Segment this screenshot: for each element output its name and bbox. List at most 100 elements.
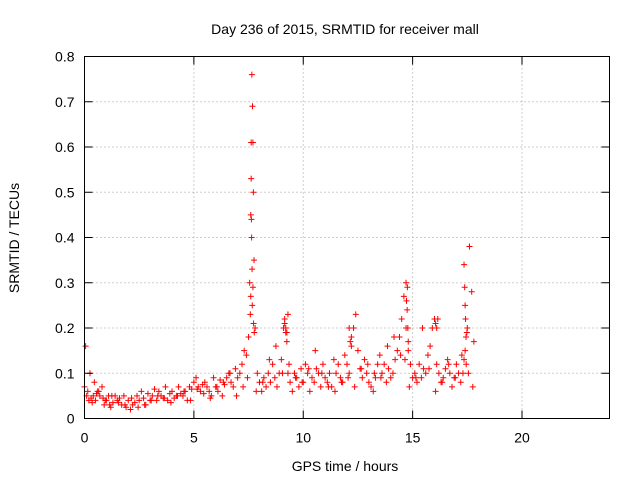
data-point — [359, 374, 366, 381]
data-point — [278, 356, 285, 363]
data-point — [461, 261, 468, 268]
data-point — [358, 365, 365, 372]
data-point — [187, 397, 194, 404]
data-point — [461, 284, 468, 291]
data-point — [457, 379, 464, 386]
data-point — [322, 374, 329, 381]
data-point — [193, 374, 200, 381]
data-point — [248, 234, 255, 241]
data-point — [432, 320, 439, 327]
data-point — [82, 343, 89, 350]
data-point — [365, 379, 372, 386]
data-point — [102, 397, 109, 404]
data-point — [446, 370, 453, 377]
data-point — [346, 325, 353, 331]
data-point — [338, 379, 345, 386]
data-point — [465, 370, 472, 377]
data-point — [161, 395, 168, 402]
data-point — [383, 379, 390, 386]
data-point — [347, 338, 354, 345]
data-points — [81, 71, 477, 413]
data-point — [403, 297, 410, 304]
data-point — [364, 361, 371, 368]
data-point — [434, 315, 441, 322]
data-point — [459, 370, 466, 377]
data-point — [263, 383, 270, 390]
data-point — [387, 374, 394, 381]
data-point — [394, 347, 401, 354]
data-point — [397, 352, 404, 359]
data-point — [248, 216, 255, 223]
data-point — [241, 347, 248, 354]
data-point — [426, 365, 433, 372]
data-point — [134, 392, 140, 399]
data-point — [260, 374, 267, 381]
data-point — [219, 392, 226, 399]
data-point — [345, 374, 352, 381]
data-point — [391, 334, 398, 341]
data-point — [207, 395, 214, 402]
data-point — [226, 370, 233, 377]
data-point — [462, 315, 469, 322]
data-point — [234, 374, 241, 381]
data-point — [363, 370, 370, 377]
data-point — [164, 397, 171, 404]
y-tick-label: 0.5 — [55, 184, 75, 200]
data-point — [311, 379, 318, 386]
data-point — [351, 383, 358, 390]
data-point — [125, 397, 132, 404]
y-tick-label: 0.3 — [55, 275, 75, 291]
y-tick-label: 0.4 — [55, 230, 75, 246]
x-tick-label: 5 — [190, 430, 198, 446]
data-point — [210, 374, 217, 381]
data-point — [376, 352, 383, 359]
data-point — [252, 325, 259, 331]
data-point — [162, 383, 169, 390]
data-point — [435, 370, 442, 377]
data-point — [249, 266, 256, 273]
data-point — [379, 370, 385, 377]
data-point — [206, 388, 213, 395]
data-point — [341, 352, 348, 359]
data-point — [287, 379, 294, 386]
y-tick-label: 0 — [67, 411, 75, 427]
data-point — [283, 338, 290, 345]
data-point — [368, 383, 375, 390]
data-point — [292, 374, 299, 381]
data-point — [419, 325, 426, 331]
data-point — [101, 401, 108, 408]
data-point — [128, 395, 135, 402]
data-point — [420, 365, 427, 372]
data-point — [384, 343, 391, 350]
data-point — [433, 361, 440, 368]
data-point — [197, 388, 204, 395]
data-point — [468, 288, 475, 295]
data-point — [90, 392, 97, 399]
data-point — [326, 370, 333, 377]
data-point — [289, 388, 296, 395]
data-point — [432, 388, 439, 395]
data-point — [396, 334, 403, 341]
data-point — [291, 370, 298, 377]
data-point — [331, 388, 338, 395]
data-point — [433, 325, 440, 331]
data-point — [247, 293, 254, 300]
data-point — [452, 374, 459, 381]
data-point — [107, 404, 114, 411]
data-point — [254, 370, 261, 377]
data-point — [258, 388, 265, 395]
x-axis-label: GPS time / hours — [292, 458, 399, 474]
data-point — [306, 388, 313, 395]
data-point — [461, 356, 468, 363]
data-point — [116, 395, 123, 402]
data-point — [167, 399, 174, 406]
data-point — [284, 311, 291, 318]
data-point — [217, 377, 224, 384]
data-point — [141, 401, 148, 408]
data-point — [411, 370, 418, 377]
data-point — [445, 361, 452, 368]
data-point — [265, 370, 272, 377]
data-point — [418, 374, 425, 381]
data-point — [201, 379, 208, 386]
